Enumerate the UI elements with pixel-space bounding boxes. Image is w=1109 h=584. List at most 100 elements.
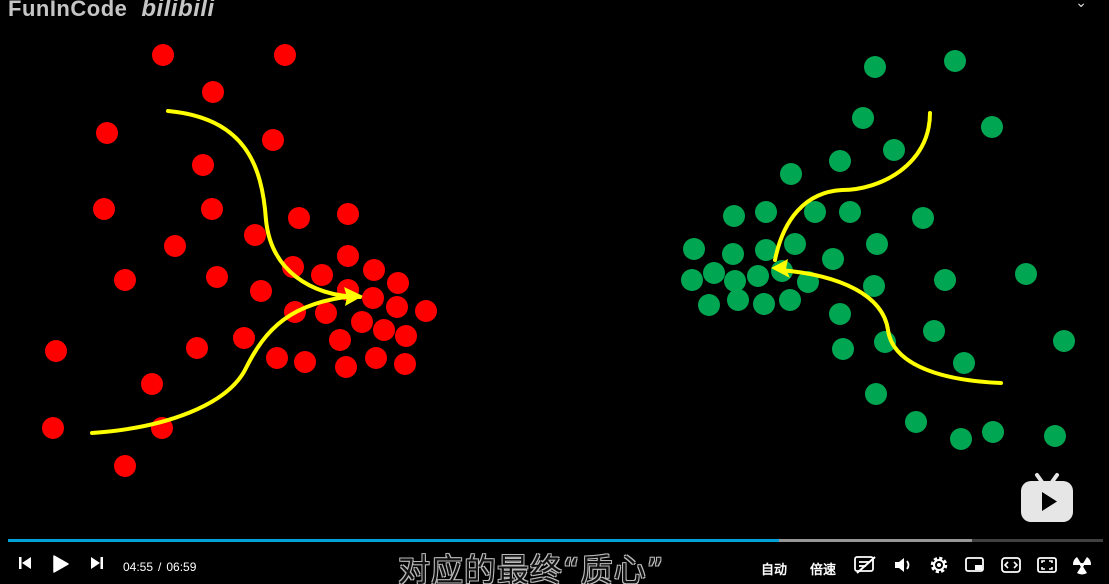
red-point: [337, 245, 359, 267]
red-point: [186, 337, 208, 359]
green-point: [829, 303, 851, 325]
red-point: [274, 44, 296, 66]
red-point: [351, 311, 373, 333]
red-point: [233, 327, 255, 349]
picture-in-picture-icon[interactable]: [964, 555, 986, 575]
corner-mark-icon: ⌄: [1075, 0, 1087, 10]
fullscreen-icon[interactable]: [1071, 554, 1093, 576]
red-point: [164, 235, 186, 257]
red-point: [206, 266, 228, 288]
platform-watermark: bilibili: [141, 0, 215, 22]
red-arrowhead: [344, 287, 363, 306]
red-point: [395, 325, 417, 347]
green-point: [864, 56, 886, 78]
channel-watermark: FunInCode bilibili: [8, 0, 215, 23]
green-point: [681, 269, 703, 291]
playback-speed-button[interactable]: 倍速: [810, 563, 837, 578]
volume-icon[interactable]: [893, 555, 913, 575]
red-point: [315, 302, 337, 324]
red-point: [337, 203, 359, 225]
quality-auto-button[interactable]: 自动: [761, 563, 788, 578]
duration: 06:59: [166, 560, 197, 574]
red-point: [96, 122, 118, 144]
red-point: [415, 300, 437, 322]
red-point: [365, 347, 387, 369]
green-point: [784, 233, 806, 255]
play-icon[interactable]: [49, 553, 71, 575]
red-point: [387, 272, 409, 294]
green-point: [1015, 263, 1037, 285]
green-point: [753, 293, 775, 315]
green-point: [747, 265, 769, 287]
red-point: [114, 269, 136, 291]
green-point: [703, 262, 725, 284]
red-point-cluster: [42, 44, 437, 477]
bilibili-tv-logo-icon: [1019, 472, 1075, 524]
red-point: [373, 319, 395, 341]
green-point: [804, 201, 826, 223]
green-point: [953, 352, 975, 374]
green-lower-arrow: [778, 268, 1003, 385]
red-point: [192, 154, 214, 176]
red-point: [288, 207, 310, 229]
green-point: [905, 411, 927, 433]
centroid-arrows: [90, 109, 1003, 435]
red-point: [294, 351, 316, 373]
progress-bar[interactable]: [8, 539, 1103, 542]
green-point: [832, 338, 854, 360]
red-point: [262, 129, 284, 151]
red-point: [114, 455, 136, 477]
red-point: [329, 329, 351, 351]
green-point: [950, 428, 972, 450]
red-point: [282, 256, 304, 278]
green-point-cluster: [681, 50, 1075, 450]
brand-watermark: FunInCode: [8, 0, 128, 21]
skip-next-icon[interactable]: [88, 554, 106, 572]
green-point: [866, 233, 888, 255]
green-point: [780, 163, 802, 185]
green-point: [779, 289, 801, 311]
red-point: [362, 287, 384, 309]
gear-icon[interactable]: [928, 554, 950, 576]
control-bar: 04:55 / 06:59 对应的最终“质心” 自动 倍速: [0, 542, 1109, 584]
green-point: [1053, 330, 1075, 352]
green-point: [944, 50, 966, 72]
green-point: [724, 270, 746, 292]
time-display: 04:55 / 06:59: [123, 560, 196, 574]
skip-previous-icon[interactable]: [16, 554, 34, 572]
green-point: [852, 107, 874, 129]
red-lower-arrow: [90, 294, 357, 435]
red-upper-arrow: [166, 109, 362, 299]
green-point: [982, 421, 1004, 443]
green-point: [727, 289, 749, 311]
red-point: [202, 81, 224, 103]
green-point: [912, 207, 934, 229]
green-point: [883, 139, 905, 161]
red-point: [266, 347, 288, 369]
red-point: [152, 44, 174, 66]
green-point: [755, 239, 777, 261]
red-point: [201, 198, 223, 220]
green-arrowhead: [771, 259, 790, 278]
green-point: [981, 116, 1003, 138]
red-point: [250, 280, 272, 302]
widescreen-icon[interactable]: [1000, 555, 1022, 575]
progress-played: [8, 539, 779, 542]
green-point: [698, 294, 720, 316]
danmaku-settings-icon[interactable]: [854, 555, 878, 575]
green-point: [863, 275, 885, 297]
red-point: [394, 353, 416, 375]
red-point: [311, 264, 333, 286]
green-point: [829, 150, 851, 172]
web-fullscreen-icon[interactable]: [1036, 555, 1058, 575]
green-point: [865, 383, 887, 405]
green-point: [923, 320, 945, 342]
current-time: 04:55: [123, 560, 154, 574]
green-point: [934, 269, 956, 291]
green-point: [822, 248, 844, 270]
red-point: [42, 417, 64, 439]
green-point: [839, 201, 861, 223]
green-point: [722, 243, 744, 265]
red-point: [335, 356, 357, 378]
